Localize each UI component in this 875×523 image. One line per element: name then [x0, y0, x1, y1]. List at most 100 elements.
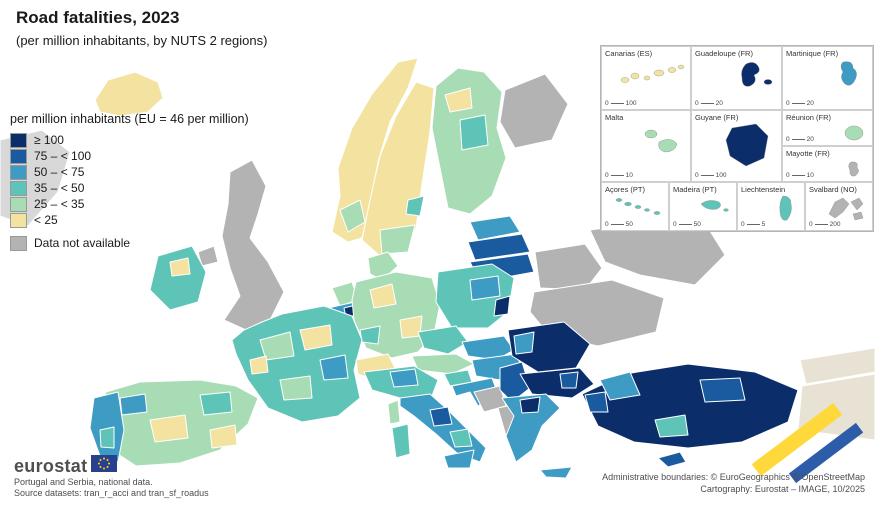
region-finland-north — [444, 87, 473, 113]
credit-boundaries: Administrative boundaries: © EuroGeograp… — [602, 472, 865, 482]
region-finland-mid — [459, 114, 489, 151]
region-france-north — [299, 324, 333, 351]
legend: per million inhabitants (EU = 46 per mil… — [10, 112, 249, 251]
region-turkey-centre — [654, 414, 689, 438]
credit-cartography: Cartography: Eurostat – IMAGE, 10/2025 — [700, 483, 865, 494]
scalebar: 0 50 — [673, 221, 701, 228]
inset-acores: Açores (PT) 0 50 — [601, 182, 669, 231]
region-latvia — [467, 233, 531, 261]
region-portugal-centre — [99, 426, 115, 449]
region-ireland — [149, 245, 207, 311]
legend-item-no-data: Data not available — [10, 235, 249, 251]
guadeloupe-map-icon — [741, 62, 773, 87]
region-spain-south — [209, 424, 238, 449]
region-france-northwest — [259, 331, 295, 361]
region-sweden-east — [405, 195, 425, 217]
inset-madeira: Madeira (PT) 0 50 — [669, 182, 737, 231]
eurostat-logo: eurostat — [14, 455, 118, 477]
region-france-east — [319, 354, 349, 381]
region-turkey-northwest — [599, 371, 641, 401]
footnote-national-data: Portugal and Serbia, national data. — [14, 477, 153, 487]
scalebar: 0 20 — [786, 100, 814, 107]
region-greece — [501, 393, 561, 463]
region-serbia — [499, 361, 531, 403]
inset-mayotte: Mayotte (FR) 0 10 — [782, 146, 873, 182]
region-czechia — [417, 325, 469, 355]
acores-map-icon — [615, 198, 661, 215]
region-cyprus — [657, 451, 687, 468]
color-swatch — [10, 196, 27, 212]
scalebar: 0 20 — [695, 100, 723, 107]
region-iceland — [94, 71, 164, 117]
region-greece-north — [519, 396, 541, 414]
color-swatch — [10, 132, 27, 148]
page-subtitle: (per million inhabitants, by NUTS 2 regi… — [16, 33, 268, 48]
region-portugal — [89, 391, 125, 463]
guyane-map-icon — [725, 123, 769, 167]
credits: Administrative boundaries: © EuroGeograp… — [602, 472, 865, 495]
region-corsica — [387, 399, 401, 425]
liechtenstein-map-icon — [779, 195, 792, 221]
reunion-map-icon — [844, 125, 864, 141]
inset-canarias: Canarias (ES) 0 100 — [601, 46, 691, 110]
canarias-map-icon — [620, 64, 685, 83]
region-france-southwest — [279, 375, 313, 401]
mayotte-map-icon — [848, 161, 859, 177]
scalebar: 0 100 — [695, 172, 727, 179]
region-norway-south — [339, 199, 366, 233]
eurostat-logo-text: eurostat — [14, 455, 88, 476]
region-italy-centre — [429, 406, 453, 427]
region-ireland-east — [169, 257, 191, 277]
color-swatch — [10, 164, 27, 180]
color-swatch — [10, 148, 27, 164]
region-belarus — [534, 243, 603, 291]
color-swatch — [10, 235, 27, 251]
region-romania-west — [513, 331, 535, 355]
region-sicily — [443, 449, 475, 469]
page-title: Road fatalities, 2023 — [16, 8, 180, 27]
region-france-west — [249, 355, 269, 375]
region-bulgaria-east — [559, 371, 579, 389]
region-turkey-west — [584, 391, 609, 413]
scalebar: 0 20 — [786, 136, 814, 143]
legend-title: per million inhabitants (EU = 46 per mil… — [10, 112, 249, 126]
region-spain-northwest — [119, 393, 148, 416]
legend-item: 75 – < 100 — [10, 148, 249, 164]
inset-svalbard: Svalbard (NO) 0 200 — [805, 182, 873, 231]
region-poland-east — [469, 275, 501, 301]
inset-guyane: Guyane (FR) 0 100 — [691, 110, 782, 182]
martinique-map-icon — [840, 61, 857, 86]
inset-guadeloupe: Guadeloupe (FR) 0 20 — [691, 46, 782, 110]
region-spain-northeast — [199, 391, 233, 416]
footnotes: Portugal and Serbia, national data. Sour… — [14, 477, 209, 499]
region-russia-north — [499, 73, 569, 149]
legend-item: 25 – < 35 — [10, 196, 249, 212]
scalebar: 0 100 — [605, 100, 637, 107]
legend-item: < 25 — [10, 212, 249, 228]
malta-map-icon — [644, 129, 678, 153]
legend-item: ≥ 100 — [10, 132, 249, 148]
inset-malta: Malta 0 10 — [601, 110, 691, 182]
header: Road fatalities, 2023 (per million inhab… — [16, 8, 267, 48]
region-germany-north — [369, 283, 397, 309]
region-italy-south — [449, 428, 473, 448]
footnote-source-datasets: Source datasets: tran_r_acci and tran_sf… — [14, 488, 209, 498]
legend-item: 50 – < 75 — [10, 164, 249, 180]
scalebar: 0 50 — [605, 221, 633, 228]
scalebar: 0 10 — [605, 172, 633, 179]
legend-item: 35 – < 50 — [10, 180, 249, 196]
scalebar: 0 200 — [809, 221, 841, 228]
inset-martinique: Martinique (FR) 0 20 — [782, 46, 873, 110]
region-spain-centre — [149, 414, 189, 443]
region-caucasus — [799, 347, 875, 385]
region-crete — [539, 466, 573, 479]
region-sweden-south — [379, 224, 416, 255]
svalbard-map-icon — [828, 197, 864, 221]
eu-flag-icon — [91, 455, 118, 477]
inset-reunion: Réunion (FR) 0 20 — [782, 110, 873, 146]
inset-panel: Canarias (ES) 0 100 Guadeloupe (FR) 0 20 M… — [600, 45, 874, 232]
madeira-map-icon — [700, 200, 729, 212]
